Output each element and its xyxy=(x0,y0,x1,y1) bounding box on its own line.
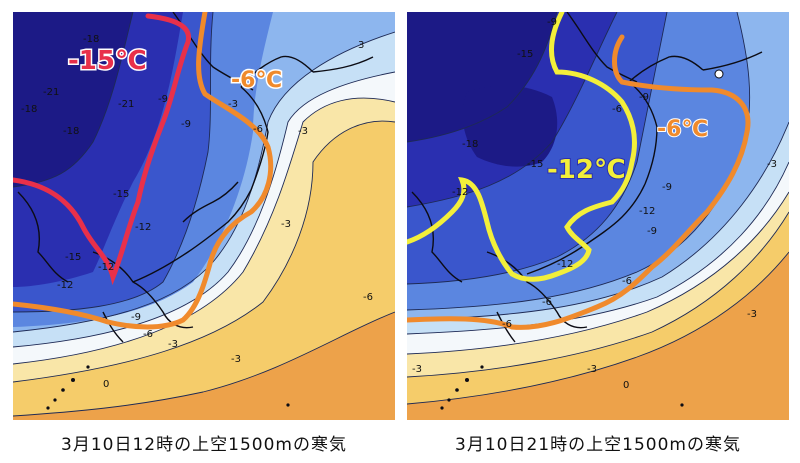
contour-label: -18 xyxy=(462,139,478,150)
contour-label: 0 xyxy=(623,380,629,391)
coastlines xyxy=(411,12,763,343)
band-dark xyxy=(407,12,557,142)
contour-label: -9 xyxy=(547,17,557,28)
isotherm-minus6-line xyxy=(13,12,274,330)
contour-label: -18 xyxy=(83,34,99,45)
contour-label: -15 xyxy=(517,49,533,60)
contour-label: -9 xyxy=(158,94,168,105)
map-panel-21h: -12℃ -6℃ -9 -18 -15 -12 -15 -6 -9 -3 -12… xyxy=(407,12,789,420)
isotherm-minus6-line xyxy=(407,34,751,330)
contour-lines xyxy=(407,12,789,405)
contour-label: -12 xyxy=(57,280,73,291)
contour-label: -9 xyxy=(131,312,141,323)
temperature-map-12h: -15℃ -6℃ -18 -21 -18 -21 -18 -15 -12 -15… xyxy=(13,12,395,420)
contour-label: -3 xyxy=(298,126,308,137)
contour-label: -3 xyxy=(168,339,178,350)
contour-label: -3 xyxy=(412,364,422,375)
label-minus15: -15℃ xyxy=(68,46,146,76)
contour-label: -12 xyxy=(135,222,151,233)
isotherm-minus15-line xyxy=(13,13,192,286)
contour-labels: -9 -18 -15 -12 -15 -6 -9 -3 -12 -9 -12 -… xyxy=(412,17,777,391)
islands xyxy=(440,69,724,410)
label-minus6: -6℃ xyxy=(657,117,708,142)
band-dark xyxy=(13,12,133,187)
contour-labels: -18 -21 -18 -21 -18 -15 -12 -15 -12 -9 -… xyxy=(21,34,373,390)
contour-label: -3 xyxy=(587,364,597,375)
contour-label: -3 xyxy=(281,219,291,230)
caption-12h: 3月10日12時の上空1500mの寒気 xyxy=(61,435,347,455)
contour-label: -3 xyxy=(228,99,238,110)
contour-label: -6 xyxy=(363,292,373,303)
label-minus6: -6℃ xyxy=(231,68,282,93)
contour-label: 0 xyxy=(103,379,109,390)
label-minus12: -12℃ xyxy=(547,155,625,185)
contour-label: -15 xyxy=(113,189,129,200)
contour-label: -15 xyxy=(527,159,543,170)
temperature-map-21h: -12℃ -6℃ -9 -18 -15 -12 -15 -6 -9 -3 -12… xyxy=(407,12,789,420)
map-panel-12h: -15℃ -6℃ -18 -21 -18 -21 -18 -15 -12 -15… xyxy=(13,12,395,420)
contour-label: -21 xyxy=(43,87,59,98)
contour-label: -21 xyxy=(118,99,134,110)
contour-label: -12 xyxy=(98,262,114,273)
contour-label: -6 xyxy=(622,276,632,287)
contour-label: -9 xyxy=(662,182,672,193)
contour-label: -12 xyxy=(557,259,573,270)
contour-label: -12 xyxy=(452,187,468,198)
contour-label: -6 xyxy=(143,329,153,340)
contour-label: 3 xyxy=(358,40,364,51)
contour-label: -3 xyxy=(767,159,777,170)
contour-label: -6 xyxy=(542,297,552,308)
contour-label: -6 xyxy=(612,104,622,115)
contour-label: -6 xyxy=(502,319,512,330)
contour-label: -6 xyxy=(253,124,263,135)
contour-label: -18 xyxy=(63,126,79,137)
contour-label: -9 xyxy=(181,119,191,130)
caption-21h: 3月10日21時の上空1500mの寒気 xyxy=(455,435,741,455)
isotherm-minus12-line xyxy=(407,12,638,282)
contour-label: -9 xyxy=(639,92,649,103)
contour-label: -9 xyxy=(647,226,657,237)
contour-label: -18 xyxy=(21,104,37,115)
contour-label: -15 xyxy=(65,252,81,263)
contour-label: -12 xyxy=(639,206,655,217)
contour-label: -3 xyxy=(747,309,757,320)
islands xyxy=(46,365,290,410)
cold-pocket xyxy=(462,85,558,167)
contour-label: -3 xyxy=(231,354,241,365)
